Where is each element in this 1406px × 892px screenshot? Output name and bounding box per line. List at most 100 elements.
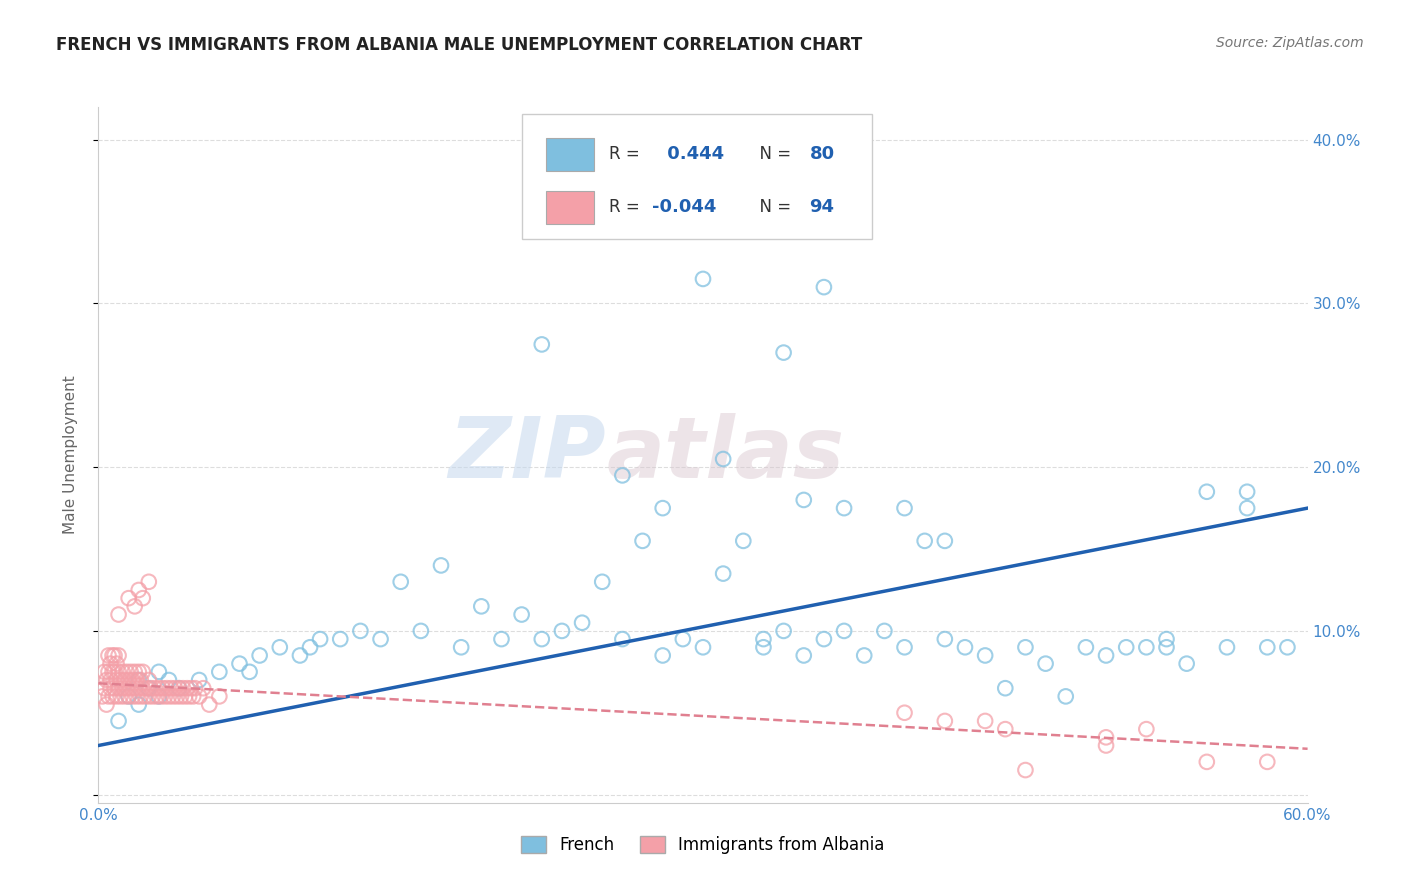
Point <box>107 681 129 696</box>
Point <box>914 533 936 548</box>
Point <box>97 648 120 663</box>
Point <box>228 657 250 671</box>
Point <box>93 665 115 679</box>
Point <box>124 681 146 696</box>
Point <box>135 681 157 696</box>
Point <box>953 640 976 655</box>
Point <box>107 665 129 679</box>
Point <box>91 690 114 704</box>
Point <box>100 657 122 671</box>
Point <box>389 574 412 589</box>
Point <box>893 706 915 720</box>
Point <box>110 673 132 687</box>
Text: Source: ZipAtlas.com: Source: ZipAtlas.com <box>1216 36 1364 50</box>
Point <box>893 640 915 655</box>
Point <box>1135 640 1157 655</box>
Point <box>571 615 593 630</box>
Point <box>124 665 146 679</box>
Point <box>934 714 956 728</box>
Point <box>198 698 221 712</box>
Point <box>148 665 170 679</box>
Point <box>299 640 322 655</box>
Point <box>188 690 211 704</box>
Point <box>239 665 262 679</box>
Text: ZIP: ZIP <box>449 413 606 497</box>
Point <box>612 632 634 646</box>
Point <box>129 690 152 704</box>
Point <box>148 690 170 704</box>
Point <box>115 665 138 679</box>
Point <box>1156 640 1178 655</box>
Point <box>111 681 134 696</box>
Point <box>100 681 122 696</box>
Point <box>349 624 371 638</box>
Point <box>121 690 143 704</box>
Point <box>103 648 125 663</box>
Point <box>370 632 392 646</box>
Point <box>134 690 156 704</box>
Point <box>170 690 193 704</box>
Point <box>1236 484 1258 499</box>
Point <box>166 690 188 704</box>
Point <box>651 501 673 516</box>
Point <box>184 681 207 696</box>
Point <box>1195 755 1218 769</box>
Point <box>156 681 179 696</box>
Point <box>138 574 160 589</box>
Point <box>179 690 201 704</box>
Point <box>118 690 141 704</box>
Point <box>692 272 714 286</box>
Bar <box>546 191 595 224</box>
Point <box>752 640 775 655</box>
Point <box>176 681 198 696</box>
Point <box>132 665 155 679</box>
Point <box>193 681 215 696</box>
Text: FRENCH VS IMMIGRANTS FROM ALBANIA MALE UNEMPLOYMENT CORRELATION CHART: FRENCH VS IMMIGRANTS FROM ALBANIA MALE U… <box>56 36 862 54</box>
Point <box>1074 640 1097 655</box>
Point <box>1115 640 1137 655</box>
Point <box>167 681 190 696</box>
Point <box>124 599 146 614</box>
Point <box>1135 722 1157 736</box>
Text: 80: 80 <box>810 145 835 163</box>
Point <box>288 648 311 663</box>
Point <box>105 690 128 704</box>
Point <box>160 681 183 696</box>
Point <box>612 468 634 483</box>
Point <box>120 681 142 696</box>
Point <box>105 673 128 687</box>
Point <box>114 673 136 687</box>
Point <box>994 722 1017 736</box>
Point <box>138 690 160 704</box>
Point <box>118 591 141 606</box>
Point <box>128 698 150 712</box>
Point <box>530 337 553 351</box>
Point <box>114 690 136 704</box>
Point <box>120 665 142 679</box>
Point <box>107 607 129 622</box>
Point <box>118 690 141 704</box>
Point <box>188 673 211 687</box>
Legend: French, Immigrants from Albania: French, Immigrants from Albania <box>515 829 891 861</box>
Point <box>96 698 118 712</box>
Point <box>551 624 574 638</box>
Point <box>167 681 190 696</box>
Point <box>934 533 956 548</box>
Text: atlas: atlas <box>606 413 845 497</box>
Point <box>125 690 148 704</box>
Point <box>174 690 197 704</box>
Point <box>772 345 794 359</box>
Point <box>107 714 129 728</box>
Point <box>1156 632 1178 646</box>
Y-axis label: Male Unemployment: Male Unemployment <box>63 376 77 534</box>
Point <box>128 582 150 597</box>
Point <box>752 632 775 646</box>
Point <box>1054 690 1077 704</box>
Point <box>832 501 855 516</box>
Point <box>163 681 186 696</box>
Point <box>153 690 176 704</box>
Point <box>181 690 204 704</box>
Text: R =: R = <box>609 145 645 163</box>
Text: N =: N = <box>749 198 796 216</box>
Point <box>180 681 202 696</box>
